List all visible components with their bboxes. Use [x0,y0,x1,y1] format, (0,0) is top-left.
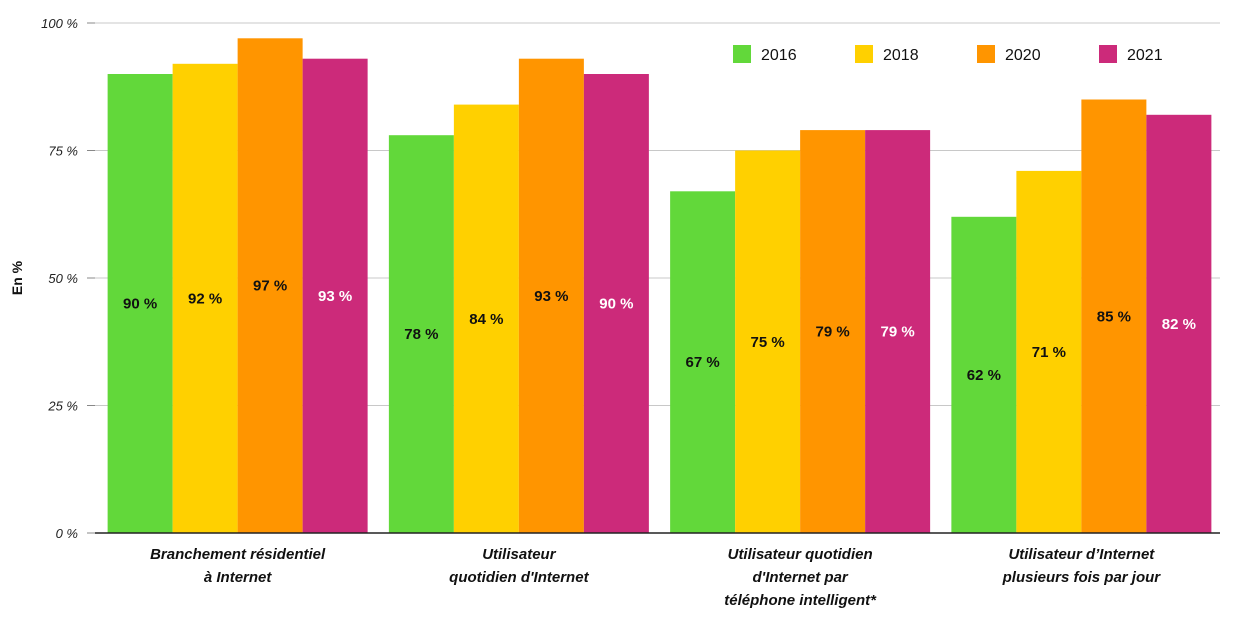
data-label-2018: 84 % [469,311,503,328]
category-label-line: quotidien d'Internet [449,569,589,586]
bar-2020 [237,38,303,534]
data-label-2016: 90 % [123,296,157,313]
data-labels: 90 % 78 % 67 % 62 % 92 % 84 % 75 % 71 % 97 % 93 %… [123,278,1196,384]
y-tick-label: 75 % [48,144,78,159]
legend-label-2016: 2016 [761,47,797,64]
category-label: Branchement résidentiel à Internet [150,546,326,586]
data-label-2018: 75 % [751,334,785,351]
data-label-2020: 93 % [534,288,568,305]
bar-2018 [1016,170,1082,533]
y-axis: 0 % 25 % 50 % 75 % 100 % En % [9,16,95,541]
bar-2020 [1081,99,1147,533]
bar-2021 [865,130,931,533]
bar-2020 [518,58,584,533]
legend-swatch-2021 [1099,45,1117,63]
bar-2018 [172,63,238,534]
y-tick-label: 100 % [41,16,78,31]
legend-label-2020: 2020 [1005,47,1041,64]
bar-2021 [1146,114,1212,534]
category-label-line: Utilisateur quotidien [728,546,873,563]
data-label-2021: 82 % [1162,316,1196,333]
bar-2020 [800,130,866,533]
bar-2021 [302,58,368,533]
data-label-2021: 79 % [881,324,915,341]
bars [107,38,1212,534]
data-label-2016: 78 % [404,326,438,343]
y-tick-label: 50 % [48,271,78,286]
data-label-2020: 79 % [816,324,850,341]
category-label-line: téléphone intelligent* [724,592,877,609]
legend-label-2021: 2021 [1127,47,1163,64]
y-tick-label: 25 % [47,399,78,414]
data-label-2021: 93 % [318,288,352,305]
category-label-line: à Internet [204,569,273,586]
data-label-2016: 67 % [686,354,720,371]
legend-swatch-2016 [733,45,751,63]
category-label-line: Branchement résidentiel [150,546,326,563]
category-label: Utilisateur d’Internet plusieurs fois par… [1002,546,1162,586]
category-label-line: Utilisateur [482,546,557,563]
bar-2018 [735,150,801,533]
category-label: Utilisateur quotidien d'Internet [449,546,589,586]
legend-swatch-2018 [855,45,873,63]
category-label-line: Utilisateur d’Internet [1008,546,1155,563]
data-label-2020: 85 % [1097,308,1131,325]
category-label: Utilisateur quotidien d'Internet par télép… [724,546,877,609]
legend-swatch-2020 [977,45,995,63]
legend: 2016 2018 2020 2021 [733,45,1163,64]
bar-2016 [951,216,1017,534]
data-label-2016: 62 % [967,367,1001,384]
category-label-line: plusieurs fois par jour [1002,569,1162,586]
legend-label-2018: 2018 [883,47,919,64]
bar-2018 [453,104,519,533]
bar-2021 [583,74,649,533]
data-label-2021: 90 % [599,296,633,313]
bar-2016 [670,191,736,534]
y-tick-label: 0 % [56,526,78,541]
bar-2016 [388,135,454,533]
data-label-2018: 71 % [1032,344,1066,361]
bar-2016 [107,74,173,533]
data-label-2018: 92 % [188,290,222,307]
data-label-2020: 97 % [253,278,287,295]
category-label-line: d'Internet par [753,569,849,586]
y-axis-title: En % [9,260,25,295]
x-axis: Branchement résidentiel à Internet Utilisa… [95,532,1220,609]
